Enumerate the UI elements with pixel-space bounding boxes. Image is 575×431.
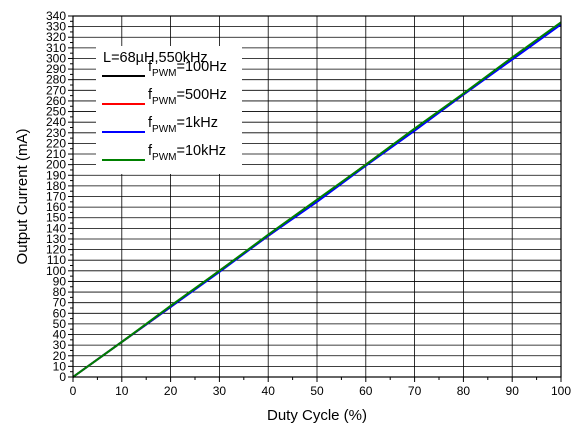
y-tick-label: 340 — [46, 9, 66, 23]
y-tick-label: 270 — [46, 83, 66, 97]
y-tick-label: 240 — [46, 115, 66, 129]
y-tick-label: 0 — [59, 370, 66, 384]
y-tick-label: 160 — [46, 200, 66, 214]
y-tick-label: 30 — [53, 338, 67, 352]
y-tick-label: 10 — [53, 359, 67, 373]
legend-label-2: fPWM=1kHz — [148, 115, 218, 135]
y-tick-label: 230 — [46, 126, 66, 140]
legend-background — [96, 46, 242, 174]
y-tick-label: 50 — [53, 317, 67, 331]
x-tick-label: 40 — [262, 384, 276, 398]
y-tick-label: 60 — [53, 306, 67, 320]
x-axis-title: Duty Cycle (%) — [267, 407, 367, 424]
y-tick-label: 70 — [53, 296, 67, 310]
ticks — [68, 15, 562, 382]
legend-header: L=68µH,550kHz — [103, 50, 208, 66]
y-tick-label: 130 — [46, 232, 66, 246]
x-tick-label: 100 — [551, 384, 571, 398]
x-tick-label: 50 — [310, 384, 324, 398]
y-tick-label: 110 — [47, 253, 66, 267]
x-tick-label: 30 — [213, 384, 227, 398]
x-tick-label: 90 — [506, 384, 520, 398]
y-tick-label: 140 — [46, 221, 66, 235]
series-line-3 — [72, 21, 562, 378]
y-tick-label: 290 — [46, 62, 66, 76]
y-tick-label: 120 — [46, 243, 66, 257]
y-tick-label: 210 — [46, 147, 66, 161]
x-tick-label: 70 — [408, 384, 422, 398]
y-tick-label: 100 — [46, 264, 66, 278]
y-tick-label: 220 — [46, 136, 66, 150]
y-tick-label: 310 — [46, 41, 66, 55]
x-tick-label: 20 — [164, 384, 178, 398]
legend: L=68µH,550kHz fPWM=100Hz fPWM=500Hz fPWM=1… — [96, 46, 242, 174]
x-tick-label: 60 — [359, 384, 373, 398]
legend-label-3: fPWM=10kHz — [148, 143, 226, 163]
y-tick-label: 250 — [46, 105, 66, 119]
series-lines — [72, 21, 562, 378]
tick-labels: 0 10 20 30 40 50 60 70 80 90 100010203040506070809… — [46, 9, 571, 398]
x-tick-label: 0 — [70, 384, 77, 398]
legend-label-1: fPWM=500Hz — [148, 87, 227, 107]
x-tick-label: 80 — [457, 384, 471, 398]
y-tick-label: 260 — [46, 94, 66, 108]
y-tick-label: 200 — [46, 158, 66, 172]
y-tick-label: 330 — [46, 20, 66, 34]
y-tick-label: 320 — [46, 30, 66, 44]
x-tick-label: 10 — [115, 384, 129, 398]
y-axis-title: Output Current (mA) — [14, 129, 31, 265]
y-tick-label: 280 — [46, 73, 66, 87]
y-tick-label: 170 — [46, 190, 66, 204]
legend-label-0: fPWM=100Hz — [148, 59, 227, 79]
y-tick-label: 90 — [53, 274, 67, 288]
y-tick-label: 150 — [46, 211, 66, 225]
y-tick-label: 40 — [53, 328, 67, 342]
y-tick-label: 190 — [46, 168, 66, 182]
y-tick-label: 180 — [46, 179, 66, 193]
y-tick-label: 80 — [53, 285, 67, 299]
y-tick-label: 300 — [46, 51, 66, 65]
y-tick-label: 20 — [53, 349, 67, 363]
